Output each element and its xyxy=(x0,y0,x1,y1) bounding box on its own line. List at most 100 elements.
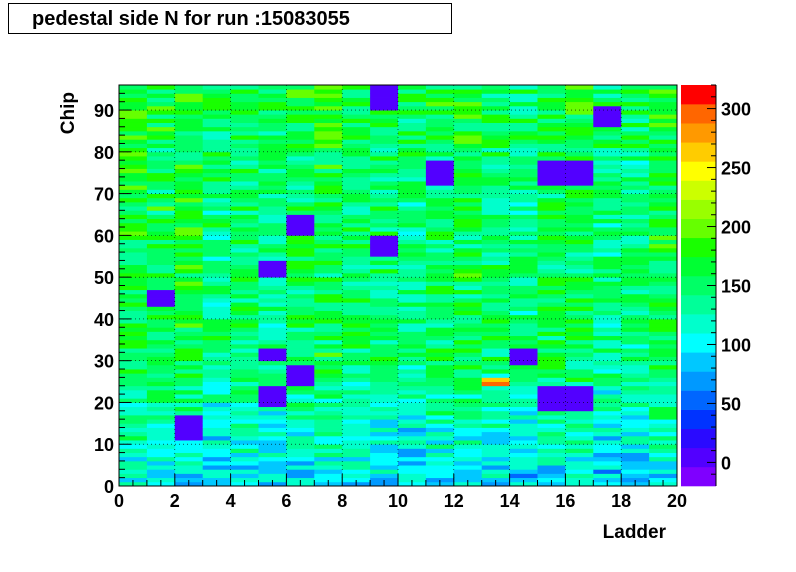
heatmap-cell xyxy=(481,473,510,479)
heatmap-cell xyxy=(202,197,231,203)
heatmap-cell xyxy=(314,348,343,353)
heatmap-cell xyxy=(537,339,566,345)
heatmap-cell xyxy=(230,373,259,378)
heatmap-cell xyxy=(202,410,231,416)
heatmap-cell xyxy=(509,398,538,403)
heatmap-cell xyxy=(398,477,427,483)
heatmap-cell xyxy=(146,277,176,282)
heatmap-cell xyxy=(286,452,315,458)
heatmap-cell xyxy=(453,352,483,357)
heatmap-cell xyxy=(425,327,455,332)
heatmap-cell xyxy=(230,318,259,324)
heatmap-cell xyxy=(621,331,650,337)
heatmap-cell xyxy=(649,314,678,320)
heatmap-cell xyxy=(565,410,594,416)
heatmap-cell xyxy=(453,201,483,207)
heatmap-cell xyxy=(649,410,678,416)
heatmap-cell xyxy=(509,277,538,282)
heatmap-cell xyxy=(481,193,510,199)
heatmap-cell xyxy=(258,122,287,128)
heatmap-cell xyxy=(258,231,287,236)
heatmap-cell xyxy=(202,139,231,144)
heatmap-cell xyxy=(537,168,566,174)
heatmap-cell xyxy=(425,381,455,387)
heatmap-cell xyxy=(509,460,538,466)
heatmap-cell xyxy=(649,114,678,119)
heatmap-cell xyxy=(230,356,259,362)
heatmap-cell xyxy=(202,252,231,257)
heatmap-cell xyxy=(621,168,650,174)
heatmap-cell xyxy=(425,364,455,370)
heatmap-cell xyxy=(481,147,510,153)
heatmap-cell xyxy=(509,281,538,286)
heatmap-cell xyxy=(286,327,315,332)
heatmap-cell xyxy=(398,218,427,224)
heatmap-cell xyxy=(342,130,371,136)
heatmap-cell xyxy=(146,130,176,136)
heatmap-cell xyxy=(342,143,371,149)
heatmap-cell xyxy=(370,398,399,403)
heatmap-cell xyxy=(509,114,538,119)
heatmap-cell xyxy=(481,160,510,165)
heatmap-cell xyxy=(537,285,566,291)
heatmap-cell xyxy=(370,256,399,261)
heatmap-cell xyxy=(509,302,538,307)
color-scale-swatch xyxy=(681,123,716,143)
heatmap-cell xyxy=(174,364,204,370)
heatmap-cell xyxy=(202,126,231,132)
y-tick-label: 40 xyxy=(94,310,114,330)
heatmap-cell xyxy=(593,327,622,332)
heatmap-cell xyxy=(481,323,510,328)
heatmap-cell xyxy=(509,176,538,182)
heatmap-cell xyxy=(174,147,204,153)
heatmap-cell xyxy=(286,410,315,416)
heatmap-cell xyxy=(230,448,259,453)
heatmap-cell xyxy=(174,394,204,399)
heatmap-cell xyxy=(649,93,678,98)
heatmap-cell xyxy=(593,398,622,403)
heatmap-cell xyxy=(146,156,176,161)
heatmap-cell xyxy=(342,243,371,249)
heatmap-cell xyxy=(453,394,483,399)
heatmap-cell xyxy=(230,272,259,278)
heatmap-cell xyxy=(342,176,371,182)
heatmap-cell xyxy=(342,385,371,391)
heatmap-cell xyxy=(593,176,622,182)
heatmap-cell xyxy=(649,143,678,149)
heatmap-cell xyxy=(174,110,204,115)
heatmap-cell xyxy=(146,181,176,186)
heatmap-cell xyxy=(537,456,566,462)
heatmap-cell xyxy=(202,398,231,403)
heatmap-cell xyxy=(286,343,315,349)
heatmap-cell xyxy=(370,323,399,328)
heatmap-cell xyxy=(481,423,510,428)
heatmap-cell xyxy=(593,352,622,357)
heatmap-cell xyxy=(593,181,622,186)
heatmap-cell xyxy=(146,281,176,286)
heatmap-cell xyxy=(509,356,538,362)
heatmap-cell xyxy=(425,206,455,211)
heatmap-cell xyxy=(314,122,343,128)
heatmap-cell xyxy=(146,348,176,353)
heatmap-cell xyxy=(230,135,259,140)
heatmap-cell xyxy=(593,277,622,282)
heatmap-cell xyxy=(174,252,204,257)
heatmap-cell xyxy=(398,410,427,416)
heatmap-cell xyxy=(398,398,427,403)
heatmap-cell xyxy=(425,243,455,249)
heatmap-cell xyxy=(286,252,315,257)
heatmap-cell xyxy=(425,410,455,416)
heatmap-cell xyxy=(258,444,287,449)
heatmap-cell xyxy=(593,268,622,274)
heatmap-cell xyxy=(593,126,622,132)
heatmap-cell xyxy=(621,293,650,299)
heatmap-cell xyxy=(370,339,399,345)
heatmap-cell xyxy=(621,469,650,474)
heatmap-cell xyxy=(119,93,148,98)
heatmap-cell xyxy=(286,156,315,161)
heatmap-cell xyxy=(453,243,483,249)
heatmap-cell xyxy=(425,323,455,328)
heatmap-cell xyxy=(509,394,538,399)
heatmap-cell xyxy=(593,235,622,240)
heatmap-cell xyxy=(119,435,148,441)
